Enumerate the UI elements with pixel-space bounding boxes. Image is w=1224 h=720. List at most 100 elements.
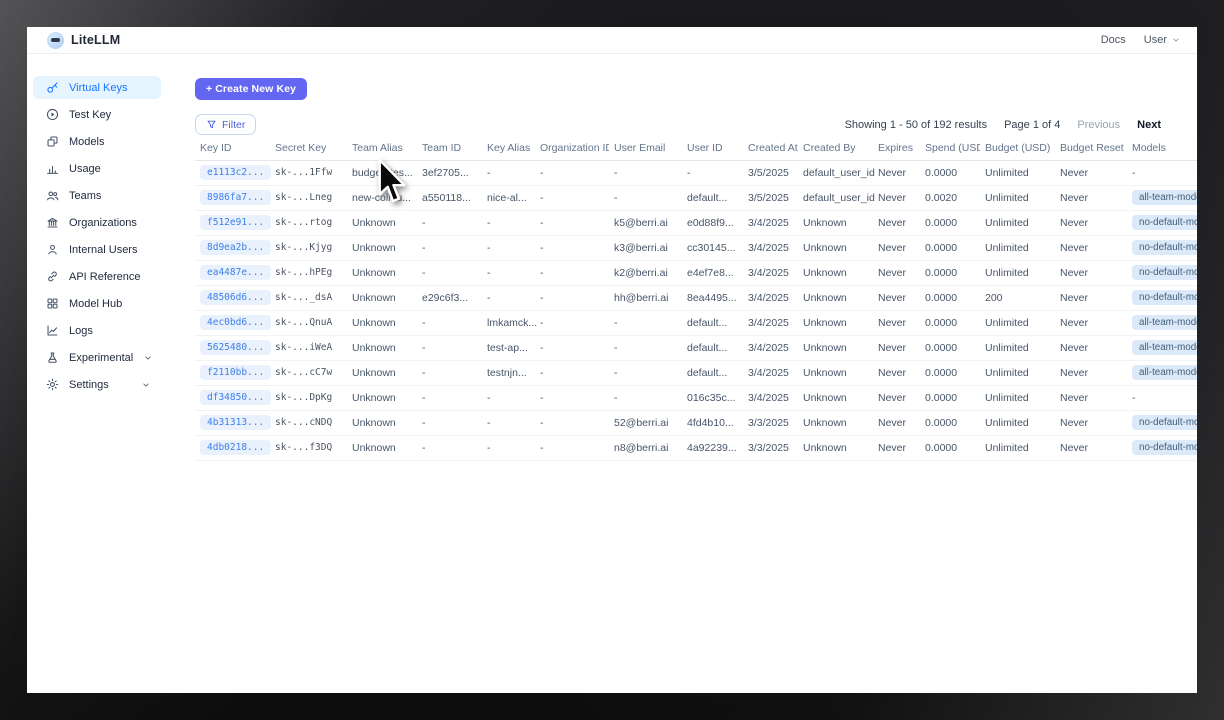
key-id-badge[interactable]: e1113c2... [200,165,272,180]
cell-budget_reset: Never [1055,160,1127,186]
table-row[interactable]: e1113c2... sk-...1Ffw budget_tes... 3ef2705… [195,160,1197,186]
cell-key_id: 4db0218... [195,435,272,461]
key-id-badge[interactable]: 48506d6... [200,290,272,305]
cell-budget: Unlimited [980,385,1055,411]
sidebar-item-test-key[interactable]: Test Key [33,103,161,126]
cell-organization_id: - [535,185,609,211]
sidebar-item-label: Settings [69,378,109,391]
key-id-badge[interactable]: 4ec0bd6... [200,315,272,330]
sidebar-item-label: Usage [69,162,101,175]
cell-secret_key: sk-...Lneg [270,185,347,211]
table-row[interactable]: df34850... sk-...DpKg Unknown - - - -016c35c..… [195,385,1197,411]
cell-created_at: 3/3/2025 [743,410,798,436]
models-badge: all-team-models [1132,315,1197,330]
sidebar-item-model-hub[interactable]: Model Hub [33,292,161,315]
cell-budget_reset: Never [1055,235,1127,261]
table-row[interactable]: f2110bb... sk-...cC7w Unknown - testnjn... - -… [195,360,1197,386]
key-id-badge[interactable]: df34850... [200,390,272,405]
column-header-budget_reset: Budget Reset [1055,138,1127,161]
column-header-user_email: User Email [609,138,682,161]
keys-table-wrap: Key ID Secret Key Team Alias Team ID Key Ali… [195,138,1197,479]
cell-organization_id: - [535,435,609,461]
cell-expires: Never [873,385,920,411]
cell-created_at: 3/5/2025 [743,160,798,186]
sidebar-item-teams[interactable]: Teams [33,184,161,207]
virtual-keys-table: Key ID Secret Key Team Alias Team ID Key Ali… [195,138,1197,461]
table-row[interactable]: 8986fa7... sk-...Lneg new-collou... a550118… [195,185,1197,211]
cell-user_email: 52@berri.ai [609,410,682,436]
cell-user_id: default... [682,335,743,361]
cell-key_id: 4ec0bd6... [195,310,272,336]
sidebar-item-label: Models [69,135,105,148]
sidebar-item-organizations[interactable]: Organizations [33,211,161,234]
table-row[interactable]: 48506d6... sk-..._dsA Unknown e29c6f3... - - h… [195,285,1197,311]
table-row[interactable]: ea4487e... sk-...hPEg Unknown - - - k2@berri.a… [195,260,1197,286]
cell-expires: Never [873,310,920,336]
cell-expires: Never [873,410,920,436]
cell-team_alias: Unknown [347,435,417,461]
previous-page-button[interactable]: Previous [1077,119,1121,131]
column-header-secret_key: Secret Key [270,138,347,161]
cell-user_id: 4a92239... [682,435,743,461]
sidebar-item-experimental[interactable]: Experimental [33,346,161,369]
cell-team_alias: Unknown [347,285,417,311]
sidebar-item-label: Model Hub [69,297,123,310]
sidebar-item-settings[interactable]: Settings [33,373,161,396]
create-new-key-button[interactable]: + Create New Key [195,78,308,100]
grid-icon [46,297,59,310]
funnel-icon [207,120,216,129]
cell-user_id: 8ea4495... [682,285,743,311]
cell-spend: 0.0000 [920,210,980,236]
cell-user_id: 016c35c... [682,385,743,411]
key-id-badge[interactable]: 5625480... [200,340,272,355]
key-id-badge[interactable]: 4b31313... [200,415,272,430]
sidebar-item-label: API Reference [69,270,141,283]
sidebar-item-models[interactable]: Models [33,130,161,153]
key-id-badge[interactable]: 8986fa7... [200,190,272,205]
docs-link[interactable]: Docs [1100,34,1126,46]
cell-models: - [1127,385,1197,411]
cell-team_id: - [417,410,482,436]
cell-user_email: k5@berri.ai [609,210,682,236]
cell-expires: Never [873,185,920,211]
cell-organization_id: - [535,285,609,311]
key-id-badge[interactable]: 4db0218... [200,440,272,455]
table-row[interactable]: f512e91... sk-...rtog Unknown - - - k5@berri.a… [195,210,1197,236]
cell-user_email: hh@berri.ai [609,285,682,311]
sidebar-item-logs[interactable]: Logs [33,319,161,342]
column-header-key_id: Key ID [195,138,270,161]
filter-button[interactable]: Filter [195,114,257,135]
chevron-down-icon [143,353,153,363]
cell-user_id: e4ef7e8... [682,260,743,286]
cell-expires: Never [873,235,920,261]
sidebar-item-usage[interactable]: Usage [33,157,161,180]
key-id-badge[interactable]: 8d9ea2b... [200,240,272,255]
table-row[interactable]: 5625480... sk-...iWeA Unknown - test-ap... - -… [195,335,1197,361]
table-row[interactable]: 8d9ea2b... sk-...Kjyg Unknown - - - k3@berri.a… [195,235,1197,261]
cell-budget_reset: Never [1055,410,1127,436]
cell-team_id: - [417,385,482,411]
cell-user_email: - [609,360,682,386]
cell-budget: Unlimited [980,335,1055,361]
key-id-badge[interactable]: ea4487e... [200,265,272,280]
sidebar-item-virtual-keys[interactable]: Virtual Keys [33,76,161,99]
cell-budget_reset: Never [1055,210,1127,236]
table-row[interactable]: 4db0218... sk-...f3DQ Unknown - - - n8@berri.a… [195,435,1197,461]
column-header-created_at: Created At [743,138,798,161]
user-menu[interactable]: User [1144,34,1181,46]
sidebar-item-internal-users[interactable]: Internal Users [33,238,161,261]
key-id-badge[interactable]: f512e91... [200,215,272,230]
table-row[interactable]: 4b31313... sk-...cNDQ Unknown - - -52@berri.a… [195,410,1197,436]
sidebar-item-api-reference[interactable]: API Reference [33,265,161,288]
cell-team_alias: budget_tes... [347,160,417,186]
sidebar-item-label: Internal Users [69,243,138,256]
models-badge: all-team-models [1132,190,1197,205]
cell-models: all-team-models [1127,360,1197,386]
cell-user_email: - [609,185,682,211]
cell-key_alias: - [482,410,535,436]
table-row[interactable]: 4ec0bd6... sk-...QnuA Unknown - lmkamck... - -… [195,310,1197,336]
cell-organization_id: - [535,310,609,336]
next-page-button[interactable]: Next [1137,119,1161,131]
cell-user_email: k3@berri.ai [609,235,682,261]
key-id-badge[interactable]: f2110bb... [200,365,272,380]
